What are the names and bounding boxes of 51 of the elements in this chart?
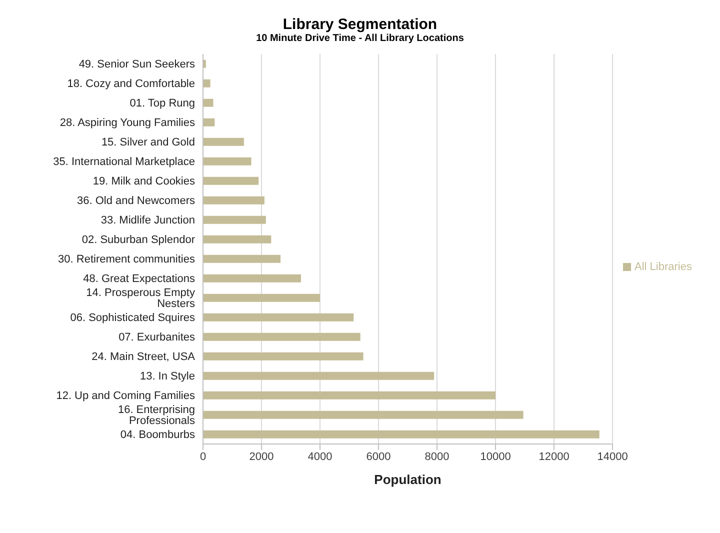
bar [203, 235, 272, 244]
y-tick-label: 14. Prosperous Empty Nesters [86, 287, 196, 310]
y-tick-label: 48. Great Expectations [83, 273, 196, 286]
y-tick-label: 12. Up and Coming Families [56, 390, 196, 402]
bar [203, 216, 266, 224]
y-tick-label: 18. Cozy and Comfortable [67, 78, 195, 90]
y-tick-label: 13. In Style [140, 370, 195, 383]
bar [203, 254, 281, 263]
x-tick-label: 8000 [424, 450, 450, 463]
y-tick-label: 07. Exurbanites [118, 332, 196, 344]
x-tick-label: 2000 [249, 450, 274, 463]
y-tick-label: 35. International Marketplace [53, 156, 195, 168]
x-tick-label: 10000 [480, 450, 511, 463]
y-tick-label: 02. Suburban Splendor [82, 234, 196, 246]
x-tick-label: 4000 [308, 450, 332, 463]
x-tick-label: 14000 [597, 450, 628, 463]
bar [203, 391, 496, 400]
x-tick-label: 0 [200, 450, 206, 463]
x-tick-label: 6000 [366, 450, 391, 463]
y-tick-label: 36. Old and Newcomers [77, 195, 196, 208]
y-tick-label: 04. Boomburbs [120, 429, 196, 442]
x-axis-title: Population [374, 472, 442, 487]
y-tick-label: 24. Main Street, USA [92, 351, 196, 364]
y-tick-label: 16. Enterprising Professionals [118, 404, 196, 428]
y-tick-label: 19. Milk and Cookies [92, 176, 196, 188]
bar [203, 372, 434, 380]
legend-label: All Libraries [634, 260, 692, 272]
y-tick-label: 01. Top Rung [130, 98, 195, 110]
bar [203, 176, 259, 185]
bar [203, 313, 354, 322]
bar [203, 98, 214, 107]
bar [203, 274, 301, 282]
y-tick-label: 49. Senior Sun Seekers [78, 58, 196, 71]
chart-subtitle: 10 Minute Drive Time - All Library Locations [255, 33, 465, 44]
x-tick-label: 12000 [538, 450, 570, 463]
bar [203, 138, 244, 146]
bar [203, 410, 524, 419]
bar [203, 294, 320, 302]
y-tick-label: 28. Aspiring Young Families [60, 117, 196, 130]
bar [203, 157, 252, 166]
bar [203, 352, 364, 360]
bar [203, 118, 215, 126]
y-tick-label: 30. Retirement communities [58, 254, 196, 266]
y-tick-label: 33. Midlife Junction [100, 214, 195, 227]
bar [203, 79, 210, 88]
y-tick-label: 15. Silver and Gold [101, 136, 195, 149]
bar [203, 332, 360, 341]
y-tick-label: 06. Sophisticated Squires [70, 312, 196, 324]
chart-title: Library Segmentation [282, 15, 438, 33]
bar [203, 430, 600, 438]
bar [203, 196, 264, 204]
